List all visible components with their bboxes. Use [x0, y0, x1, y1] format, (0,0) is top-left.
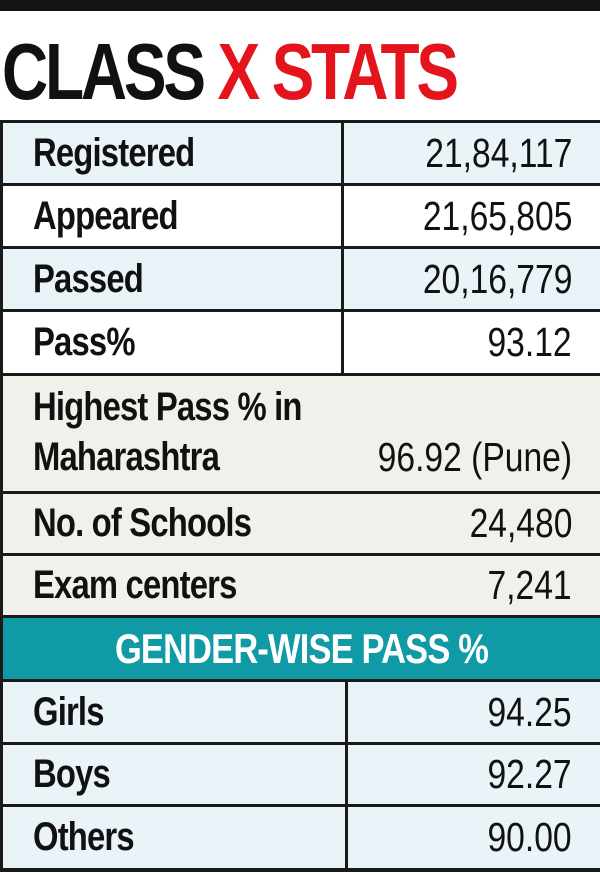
table-row-exam-centers: Exam centers 7,241 [3, 556, 600, 618]
column-divider [341, 186, 344, 246]
column-divider [345, 745, 348, 804]
row-label: Highest Pass % in Maharashtra [33, 382, 302, 482]
row-label-line1: Highest Pass % in [33, 385, 302, 429]
gender-header-text: GENDER-WISE PASS % [114, 624, 489, 672]
row-label: Passed [33, 256, 144, 301]
row-label-line2: Maharashtra [33, 435, 220, 479]
row-value: 21,65,805 [422, 192, 572, 239]
column-divider [345, 682, 348, 742]
row-value: 92.27 [487, 751, 572, 797]
row-label: Appeared [33, 193, 179, 238]
page-title: CLASS X STATS [2, 32, 459, 112]
row-value: 90.00 [487, 814, 572, 860]
row-value: 93.12 [487, 319, 572, 365]
row-label: Boys [33, 752, 111, 796]
table-row-girls: Girls 94.25 [3, 682, 600, 745]
table-row-appeared: Appeared 21,65,805 [3, 186, 600, 249]
row-value: 21,84,117 [424, 129, 572, 176]
row-value: 20,16,779 [422, 255, 572, 302]
row-value: 94.25 [487, 688, 572, 735]
column-divider [341, 249, 344, 309]
table-row-registered: Registered 21,84,117 [3, 123, 600, 186]
table-row-schools: No. of Schools 24,480 [3, 494, 600, 556]
row-label: No. of Schools [33, 501, 252, 545]
stats-table: Registered 21,84,117 Appeared 21,65,805 … [0, 120, 600, 872]
top-rule [0, 0, 600, 11]
row-label: Pass% [33, 320, 135, 364]
column-divider [341, 123, 344, 183]
table-row-boys: Boys 92.27 [3, 745, 600, 807]
table-row-passed: Passed 20,16,779 [3, 249, 600, 312]
column-divider [341, 312, 344, 373]
row-value: 7,241 [487, 562, 572, 608]
row-label: Exam centers [33, 563, 237, 607]
table-row-others: Others 90.00 [3, 807, 600, 868]
row-value: 96.92 (Pune) [377, 434, 572, 480]
title-black-part: CLASS [2, 27, 206, 116]
gender-section-header: GENDER-WISE PASS % [3, 618, 600, 682]
table-row-highest-pass: Highest Pass % in Maharashtra 96.92 (Pun… [3, 376, 600, 494]
row-label: Others [33, 815, 135, 859]
table-row-pass-percent: Pass% 93.12 [3, 312, 600, 376]
row-label: Girls [33, 689, 104, 734]
column-divider [345, 807, 348, 868]
row-value: 24,480 [469, 500, 572, 546]
row-label: Registered [33, 130, 195, 175]
title-red-part: X STATS [217, 27, 460, 116]
